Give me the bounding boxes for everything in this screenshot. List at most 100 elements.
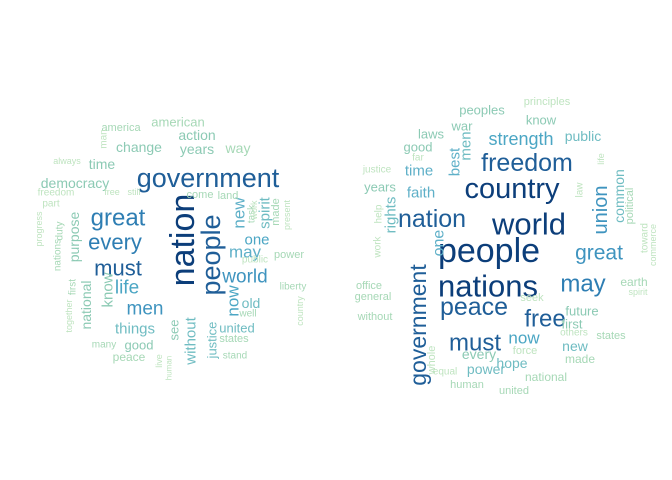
cloud-word: earth — [620, 275, 647, 289]
cloud-word: political — [624, 188, 636, 225]
cloud-word: without — [357, 311, 393, 323]
cloud-word: far — [412, 153, 424, 164]
cloud-word: justice — [362, 165, 392, 176]
cloud-word: duty — [55, 222, 66, 241]
cloud-word: seek — [520, 292, 544, 304]
cloud-word: first — [68, 279, 79, 295]
cloud-word: government — [137, 163, 280, 193]
cloud-word: common — [611, 169, 627, 223]
cloud-word: freedom — [481, 149, 573, 177]
cloud-word: men — [458, 131, 475, 160]
cloud-word: public — [242, 255, 268, 266]
cloud-word: nations — [438, 269, 538, 304]
cloud-word: general — [355, 291, 392, 303]
cloud-word: whole — [426, 346, 438, 376]
cloud-word: must — [449, 330, 501, 357]
cloud-word: others — [560, 328, 588, 339]
cloud-word: one — [244, 232, 269, 249]
cloud-word: nations — [53, 239, 64, 271]
cloud-word: new — [562, 338, 589, 354]
cloud-word: may — [229, 243, 262, 262]
cloud-word: may — [560, 271, 605, 298]
cloud-word: country — [295, 296, 305, 326]
cloud-word: nation — [398, 205, 466, 233]
cloud-word: strength — [488, 129, 553, 149]
cloud-word: faith — [407, 185, 435, 202]
cloud-word: democracy — [41, 175, 109, 191]
cloud-word: one — [431, 230, 448, 257]
cloud-word: good — [404, 140, 433, 155]
cloud-word: future — [565, 304, 598, 319]
cloud-word: national — [525, 370, 567, 384]
cloud-word: great — [91, 205, 146, 232]
cloud-word: commerce — [648, 224, 658, 266]
cloud-word: still — [128, 187, 141, 197]
cloud-word: every — [88, 230, 142, 255]
cloud-word: spirit — [257, 196, 274, 229]
cloud-word: come — [187, 189, 214, 201]
cloud-word: office — [356, 280, 382, 292]
cloud-word: people — [196, 214, 226, 295]
cloud-word: american — [151, 115, 204, 130]
cloud-word: power — [467, 361, 505, 377]
cloud-word: great — [575, 242, 623, 265]
cloud-word: always — [53, 156, 81, 166]
cloud-word: human — [165, 356, 174, 380]
cloud-word: toward — [640, 223, 651, 253]
cloud-word: time — [89, 156, 116, 172]
cloud-word: things — [115, 321, 155, 338]
cloud-word: life — [115, 278, 139, 299]
cloud-word: rights — [383, 197, 400, 234]
cloud-word: laws — [418, 127, 445, 142]
cloud-word: hope — [496, 355, 527, 371]
cloud-word: force — [513, 345, 537, 357]
cloud-word: liberty — [280, 282, 307, 293]
cloud-word: world — [491, 207, 566, 242]
cloud-word: government — [405, 264, 431, 386]
cloud-word: change — [116, 139, 162, 155]
cloud-word: action — [178, 127, 215, 143]
cloud-word: progress — [34, 211, 44, 247]
cloud-word: years — [364, 180, 396, 195]
cloud-word: together — [64, 299, 74, 332]
cloud-word: free — [524, 306, 565, 333]
cloud-word: live — [154, 354, 164, 368]
cloud-word: best — [447, 147, 464, 176]
cloud-word: land — [218, 190, 239, 202]
cloud-word: equal — [433, 367, 457, 378]
cloud-word: justice — [205, 322, 220, 360]
cloud-word: life — [596, 153, 606, 165]
cloud-word: made — [565, 352, 595, 366]
cloud-word: now — [224, 285, 243, 317]
cloud-word: old — [242, 295, 261, 311]
cloud-word: made — [270, 198, 282, 226]
cloud-word: must — [94, 256, 142, 281]
cloud-word: war — [451, 119, 474, 134]
cloud-word: know — [100, 272, 117, 307]
cloud-word: spirit — [628, 287, 648, 297]
cloud-word: help — [374, 204, 385, 223]
cloud-word: stand — [223, 351, 247, 362]
cloud-word: freedom — [38, 188, 75, 199]
cloud-word: principles — [524, 96, 571, 108]
cloud-word: world — [221, 267, 267, 288]
cloud-word: national — [78, 280, 94, 329]
cloud-word: task — [247, 204, 258, 223]
cloud-word: power — [274, 249, 304, 261]
cloud-word: human — [450, 379, 484, 391]
cloud-word: every — [462, 346, 496, 362]
cloud-word: way — [225, 140, 251, 156]
cloud-word: states — [596, 330, 626, 342]
cloud-word: country — [464, 173, 560, 205]
cloud-word: peace — [113, 350, 146, 364]
cloud-word: work — [373, 235, 384, 258]
cloud-word: see — [167, 320, 182, 341]
cloud-word: peace — [440, 293, 508, 321]
cloud-word: people — [438, 232, 540, 270]
cloud-word: well — [238, 309, 256, 320]
cloud-word: law — [575, 182, 586, 198]
cloud-word: years — [180, 141, 214, 157]
cloud-word: first — [562, 317, 583, 332]
